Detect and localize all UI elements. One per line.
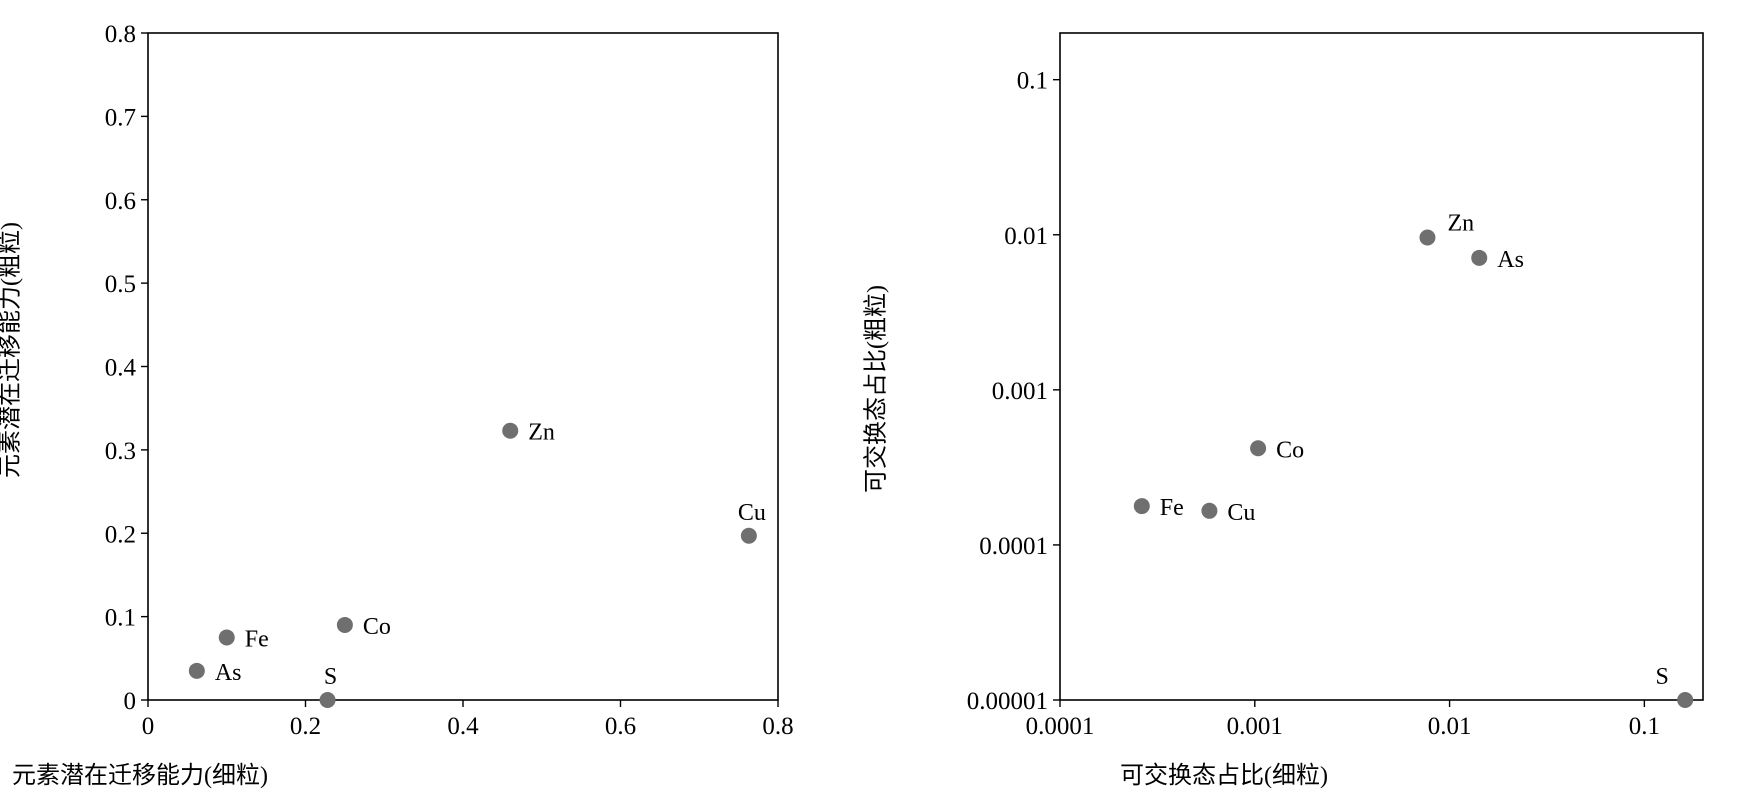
right-scatter-chart: 0.0001 0.001 0.01 0.1 0.000010.00010.0010.0…	[863, 32, 1704, 789]
x-tick-label: 0.0001	[1026, 713, 1095, 740]
data-point-label: Co	[1276, 437, 1304, 463]
data-point-fe	[218, 629, 235, 646]
y-tick-label: 0.2	[105, 521, 136, 548]
data-point-label: As	[215, 660, 242, 686]
y-tick-label: 0.7	[105, 104, 136, 131]
data-point-label: Cu	[738, 500, 766, 526]
data-point-label: Zn	[1447, 211, 1474, 237]
x-tick-label: 0.2	[290, 713, 321, 740]
data-point-co	[1250, 440, 1267, 457]
data-point-label: Fe	[245, 626, 269, 652]
data-point-label: Zn	[528, 420, 555, 446]
x-tick-label: 0.1	[1629, 713, 1660, 740]
right-points: Zn As Co Fe Cu S	[1133, 211, 1694, 708]
right-y-axis-title: 可交换态占比(粗粒)	[863, 285, 890, 493]
y-tick-label: 0.1	[105, 605, 136, 632]
x-tick-label: 0.01	[1428, 713, 1472, 740]
data-point-s	[1677, 692, 1694, 708]
right-x-axis-title: 可交换态占比(细粒)	[1120, 762, 1328, 789]
data-point-label: Cu	[1227, 500, 1255, 526]
x-tick-label: 0.6	[605, 713, 636, 740]
data-point-zn	[502, 422, 519, 439]
data-point-label: As	[1497, 247, 1524, 273]
x-tick-label: 0.8	[762, 713, 793, 740]
data-point-label: Co	[363, 614, 391, 640]
data-point-label: S	[324, 664, 337, 690]
right-x-ticks: 0.0001 0.001 0.01 0.1	[1026, 700, 1660, 740]
x-tick-label: 0	[142, 713, 155, 740]
left-x-ticks: 0 0.2 0.4 0.6 0.8	[142, 700, 794, 740]
left-y-axis-title: 元素潜在迁移能力(粗粒)	[0, 222, 24, 478]
y-tick-label: 0.3	[105, 438, 136, 465]
data-point-as	[1471, 249, 1488, 266]
data-point-label: S	[1655, 664, 1668, 690]
left-scatter-chart: 0 0.2 0.4 0.6 0.8 00.10.20.30.40.50.60.70.8 …	[0, 21, 794, 789]
y-tick-label: 0.01	[1004, 223, 1048, 250]
data-point-zn	[1419, 229, 1436, 246]
data-point-cu	[740, 527, 757, 544]
data-point-cu	[1201, 502, 1218, 519]
data-point-co	[336, 616, 353, 633]
y-tick-label: 0.1	[1017, 68, 1048, 95]
y-tick-label: 0.6	[105, 188, 136, 215]
y-tick-label: 0.0001	[979, 533, 1048, 560]
right-y-ticks: 0.00001 0.0001 0.001 0.01 0.1	[967, 68, 1060, 715]
y-tick-label: 0	[124, 688, 137, 715]
y-tick-label: 0.00001	[967, 688, 1048, 715]
y-tick-label: 0.8	[105, 21, 136, 48]
data-point-label: Fe	[1160, 495, 1184, 521]
right-plot-frame	[1059, 32, 1704, 701]
y-tick-label: 0.4	[105, 355, 137, 382]
data-point-s	[319, 692, 336, 708]
left-plot-frame	[147, 32, 779, 701]
x-tick-label: 0.001	[1227, 713, 1283, 740]
y-tick-label: 0.001	[992, 378, 1048, 405]
data-point-fe	[1133, 498, 1150, 515]
x-tick-label: 0.4	[447, 713, 479, 740]
data-point-as	[188, 662, 205, 679]
left-y-ticks: 0 0.1 0.2 0.3 0.4 0.5 0.6 0.7 0.8	[105, 21, 148, 715]
left-x-axis-title: 元素潜在迁移能力(细粒)	[12, 762, 268, 789]
y-tick-label: 0.5	[105, 271, 136, 298]
